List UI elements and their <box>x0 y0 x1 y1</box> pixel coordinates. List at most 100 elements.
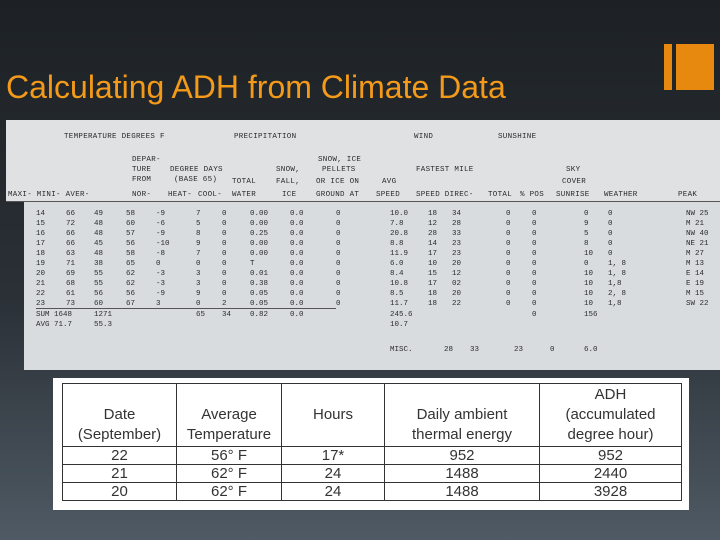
scan-header-base: (BASE 65) <box>174 176 218 184</box>
scan-header-ture: TURE <box>132 166 152 174</box>
scan-cell: 18 <box>428 290 438 298</box>
adh-header-daily-energy-line1: Daily ambient <box>416 406 508 423</box>
scan-cell: 3 <box>196 280 201 288</box>
scan-cell: 0.0 <box>290 250 304 258</box>
scan-cell: MISC. <box>390 346 413 354</box>
scan-cell: 20.8 <box>390 230 409 238</box>
scan-cell: 0 <box>506 210 511 218</box>
scan-cell: 0 <box>196 300 201 308</box>
scan-cell: 7.8 <box>390 220 404 228</box>
scan-cell: -6 <box>156 220 166 228</box>
adh-cell-date: 21 <box>62 464 177 483</box>
scan-cell: 23 <box>452 240 462 248</box>
scan-cell: 10.7 <box>390 321 409 329</box>
scan-cell: 0 <box>336 270 341 278</box>
scan-cell: 66 <box>66 240 76 248</box>
adh-header-hours: Hours <box>281 383 385 447</box>
scan-cell: 0 <box>608 210 613 218</box>
scan-header-speed: SPEED <box>376 191 401 199</box>
adh-header-avg-temp: Average Temperature <box>176 383 282 447</box>
scan-cell: 66 <box>66 210 76 218</box>
adh-header-daily-energy-line2: thermal energy <box>411 426 513 443</box>
scan-cell: 5 <box>196 220 201 228</box>
adh-cell-energy: 952 <box>384 446 540 465</box>
scan-cell: 10 <box>584 250 594 258</box>
adh-header-date: Date (September) <box>62 383 177 447</box>
scan-cell: NW 25 <box>686 210 709 218</box>
scan-cell: 10.0 <box>390 210 409 218</box>
scan-header-degree-days: DEGREE DAYS <box>170 166 223 174</box>
scan-cell: M 27 <box>686 250 705 258</box>
scan-cell: 0 <box>532 230 537 238</box>
scan-cell: 0 <box>532 290 537 298</box>
scan-cell: NW 40 <box>686 230 709 238</box>
scan-cell: 0.0 <box>290 260 304 268</box>
scan-cell: 48 <box>94 220 104 228</box>
scan-header-weather: WEATHER <box>604 191 638 199</box>
scan-header-ground: GROUND AT <box>316 191 360 199</box>
scan-cell: 48 <box>94 230 104 238</box>
scan-cell: 0.0 <box>290 290 304 298</box>
scan-header-nor: NOR- <box>132 191 152 199</box>
scan-cell: 62 <box>126 270 136 278</box>
scan-cell: 0 <box>608 230 613 238</box>
scan-cell: M 15 <box>686 290 705 298</box>
scan-cell: 62 <box>126 280 136 288</box>
adh-header-hours-line1: Hours <box>312 405 353 423</box>
scan-cell: 1, 8 <box>608 270 627 278</box>
adh-cell-adh: 2440 <box>539 464 682 483</box>
scan-cell: 0 <box>222 260 227 268</box>
scan-cell: 56 <box>94 290 104 298</box>
scan-cell: 0 <box>336 240 341 248</box>
scan-cell: 58 <box>126 250 136 258</box>
scan-cell: 0.82 <box>250 311 269 319</box>
scan-cell: 15 <box>36 220 46 228</box>
scan-cell: 10 <box>584 300 594 308</box>
scan-cell: 20 <box>36 270 46 278</box>
scan-cell: 33 <box>452 230 462 238</box>
scan-cell: 0 <box>506 270 511 278</box>
adh-cell-date: 20 <box>62 482 177 501</box>
scan-cell: 0.38 <box>250 280 269 288</box>
adh-cell-date: 22 <box>62 446 177 465</box>
scan-header-snow: SNOW, <box>276 166 301 174</box>
scan-header-pos: % POS <box>520 191 545 199</box>
scan-cell: 0 <box>222 220 227 228</box>
scan-cell: 3 <box>156 300 161 308</box>
scan-cell: 10 <box>428 260 438 268</box>
scan-cell: 0 <box>222 280 227 288</box>
scan-cell: 156 <box>584 311 598 319</box>
scan-cell: 0 <box>532 220 537 228</box>
scan-cell: 0.0 <box>290 220 304 228</box>
scan-cell: 2, 8 <box>608 290 627 298</box>
scan-cell: 60 <box>94 300 104 308</box>
adh-header-row: Date (September) Average Temperature Hou… <box>62 383 682 447</box>
adh-table: Date (September) Average Temperature Hou… <box>62 383 682 501</box>
scan-cell: 34 <box>222 311 232 319</box>
scan-header-rule <box>6 201 720 202</box>
table-row: 20 62° F 24 1488 3928 <box>62 482 682 501</box>
scan-cell: -10 <box>156 240 170 248</box>
scan-cell: 69 <box>66 270 76 278</box>
scan-cell: 9 <box>196 240 201 248</box>
adh-header-date-line2: (September) <box>77 426 162 443</box>
scan-cell: 22 <box>36 290 46 298</box>
scan-cell: 71 <box>66 260 76 268</box>
adh-cell-energy: 1488 <box>384 482 540 501</box>
scan-header-fall: FALL, <box>276 178 301 186</box>
logo-bar-right <box>676 44 714 90</box>
scan-cell: 1,8 <box>608 280 622 288</box>
scan-cell: T <box>250 260 255 268</box>
scan-cell: 0 <box>506 280 511 288</box>
adh-header-daily-energy: Daily ambient thermal energy <box>384 383 540 447</box>
scan-cell: 02 <box>452 280 462 288</box>
scan-cell: 0 <box>608 220 613 228</box>
scan-cell: SW 22 <box>686 300 709 308</box>
theme-logo <box>664 44 714 90</box>
scan-header-peak: PEAK <box>678 191 698 199</box>
scan-cell: 0 <box>336 290 341 298</box>
scan-cell: 61 <box>66 290 76 298</box>
scan-cell: 0 <box>222 270 227 278</box>
scan-cell: 3 <box>196 270 201 278</box>
scan-cell: 63 <box>66 250 76 258</box>
